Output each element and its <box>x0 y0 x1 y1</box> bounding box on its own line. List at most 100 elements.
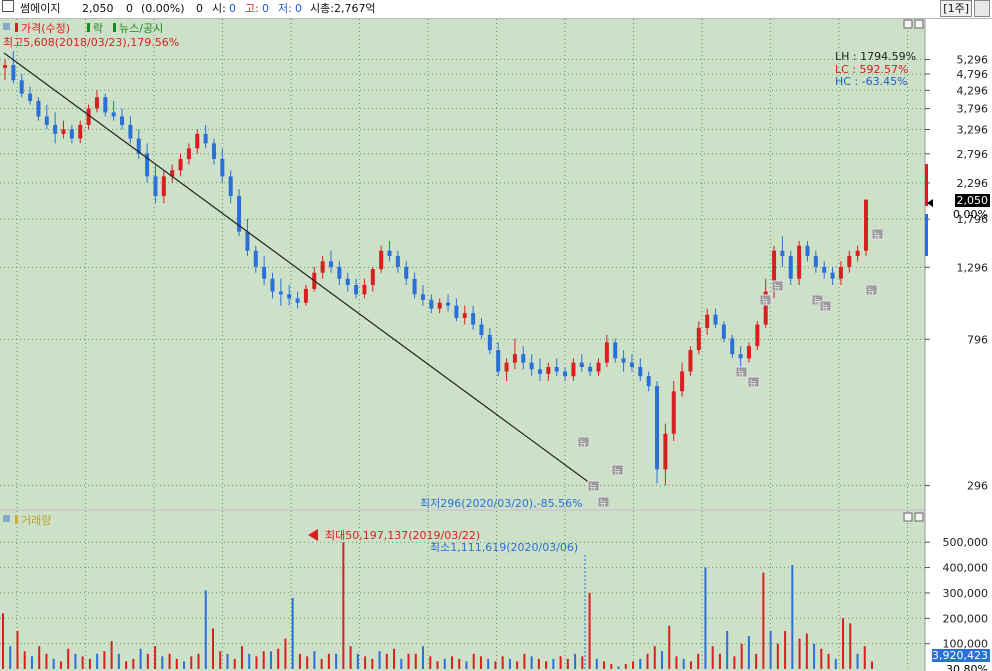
stock-chart[interactable]: 296 796 1,296 1,796 2,296 2,796 3,296 3,796 4,29… <box>0 19 992 671</box>
news-icon-label: 뉴 <box>814 297 821 306</box>
news-icon[interactable] <box>811 294 824 306</box>
volume-bar <box>414 653 417 669</box>
news-icon[interactable] <box>865 284 878 296</box>
price-tick-label: 1,296 <box>957 261 989 274</box>
news-icon[interactable] <box>747 376 760 388</box>
candle-body <box>387 250 392 256</box>
news-icon[interactable] <box>759 294 772 306</box>
volume-bar <box>508 658 511 669</box>
candle-body <box>471 313 476 325</box>
price-range-down-bar <box>925 214 928 256</box>
volume-legend-swatch <box>15 515 18 524</box>
volume-bar <box>349 646 352 669</box>
volume-bar <box>277 648 280 669</box>
legend-lock[interactable]: 락 <box>93 22 103 35</box>
candle-body <box>537 369 542 374</box>
news-icon[interactable] <box>597 496 610 508</box>
price-panel <box>0 19 925 509</box>
volume-bar <box>523 653 526 669</box>
volume-bar <box>494 661 497 669</box>
volume-bar <box>689 661 692 669</box>
price-maximize-icon[interactable] <box>903 19 913 29</box>
volume-bar <box>545 661 548 669</box>
news-icon[interactable] <box>735 366 748 378</box>
current-volume-pct: 30.80% <box>946 663 988 671</box>
volume-bar <box>501 656 504 669</box>
candle-body <box>178 158 183 171</box>
volume-bar <box>675 656 678 669</box>
volume-bar <box>378 651 381 669</box>
candle-body <box>354 284 359 295</box>
volume-bar <box>516 661 519 669</box>
candle-body <box>746 346 751 359</box>
candle-body <box>763 291 768 325</box>
volume-tick-labels: 100,000 200,000 300,000 400,000 500,000 <box>925 536 989 651</box>
volume-maximize-icon[interactable] <box>903 512 913 522</box>
price-tick-label: 4,796 <box>957 68 989 81</box>
news-icon[interactable] <box>819 300 832 312</box>
volume-bar <box>704 567 707 669</box>
volume-tick-label: 100,000 <box>943 638 989 651</box>
legend-price[interactable]: 가격(수정) <box>21 22 70 35</box>
price-tick-label: 4,296 <box>957 84 989 97</box>
candle-body <box>446 302 451 306</box>
candle-body <box>111 112 116 117</box>
volume-bar <box>74 653 77 669</box>
volume-bar <box>197 653 200 669</box>
period-button[interactable]: [1주] <box>940 0 972 17</box>
stock-checkbox[interactable] <box>2 0 14 12</box>
volume-bar <box>530 656 533 669</box>
legend-news[interactable]: 뉴스/공시 <box>119 22 163 35</box>
stock-name[interactable]: 썸에이지 <box>20 2 61 15</box>
scroll-right-button[interactable] <box>974 0 990 17</box>
candle-body <box>295 298 300 303</box>
volume-close-icon[interactable] <box>914 512 924 522</box>
volume-bar <box>740 643 743 669</box>
candle-body <box>571 362 576 377</box>
news-icon[interactable] <box>577 436 590 448</box>
high-label: 고: <box>245 2 259 15</box>
news-icon[interactable] <box>587 480 600 492</box>
news-icon-label: 뉴 <box>750 379 757 388</box>
trend-line[interactable] <box>3 52 599 490</box>
volume-bar <box>668 625 671 669</box>
volume-bars <box>2 542 873 669</box>
candle-body <box>721 324 726 339</box>
price-close-icon[interactable] <box>914 19 924 29</box>
volume-bar <box>617 666 620 669</box>
candle-body <box>420 294 425 300</box>
candle-body <box>36 100 41 117</box>
volume-bar <box>313 651 316 669</box>
volume-tick-label: 500,000 <box>943 536 989 549</box>
candle-body <box>579 362 584 367</box>
volume-bar <box>566 658 569 669</box>
candle-body <box>479 324 484 335</box>
volume-bar <box>393 648 396 669</box>
news-icon[interactable] <box>871 228 884 240</box>
candle-body <box>688 350 693 372</box>
candle-body <box>320 261 325 273</box>
news-icon[interactable] <box>611 464 624 476</box>
volume-bar <box>755 653 758 669</box>
legend-volume[interactable]: 거래량 <box>21 514 51 527</box>
news-icon[interactable] <box>771 280 784 292</box>
candle-body <box>855 250 860 256</box>
volume-bar <box>16 630 19 669</box>
volume-bar <box>849 623 852 669</box>
volume-bar <box>103 651 106 669</box>
candle-body <box>345 278 350 285</box>
candle-body <box>554 366 559 372</box>
volume-panel-icon[interactable] <box>3 515 10 522</box>
volume-bar <box>798 638 801 669</box>
volume-bar <box>660 651 663 669</box>
candle-body <box>245 231 250 251</box>
candle-body <box>53 124 58 134</box>
candle-body <box>780 250 785 256</box>
candle-body <box>738 354 743 359</box>
candle-body <box>370 269 375 285</box>
candle-body <box>462 313 467 318</box>
volume-bar <box>52 658 55 669</box>
volume-bar <box>479 656 482 669</box>
price-panel-icon[interactable] <box>3 23 10 30</box>
